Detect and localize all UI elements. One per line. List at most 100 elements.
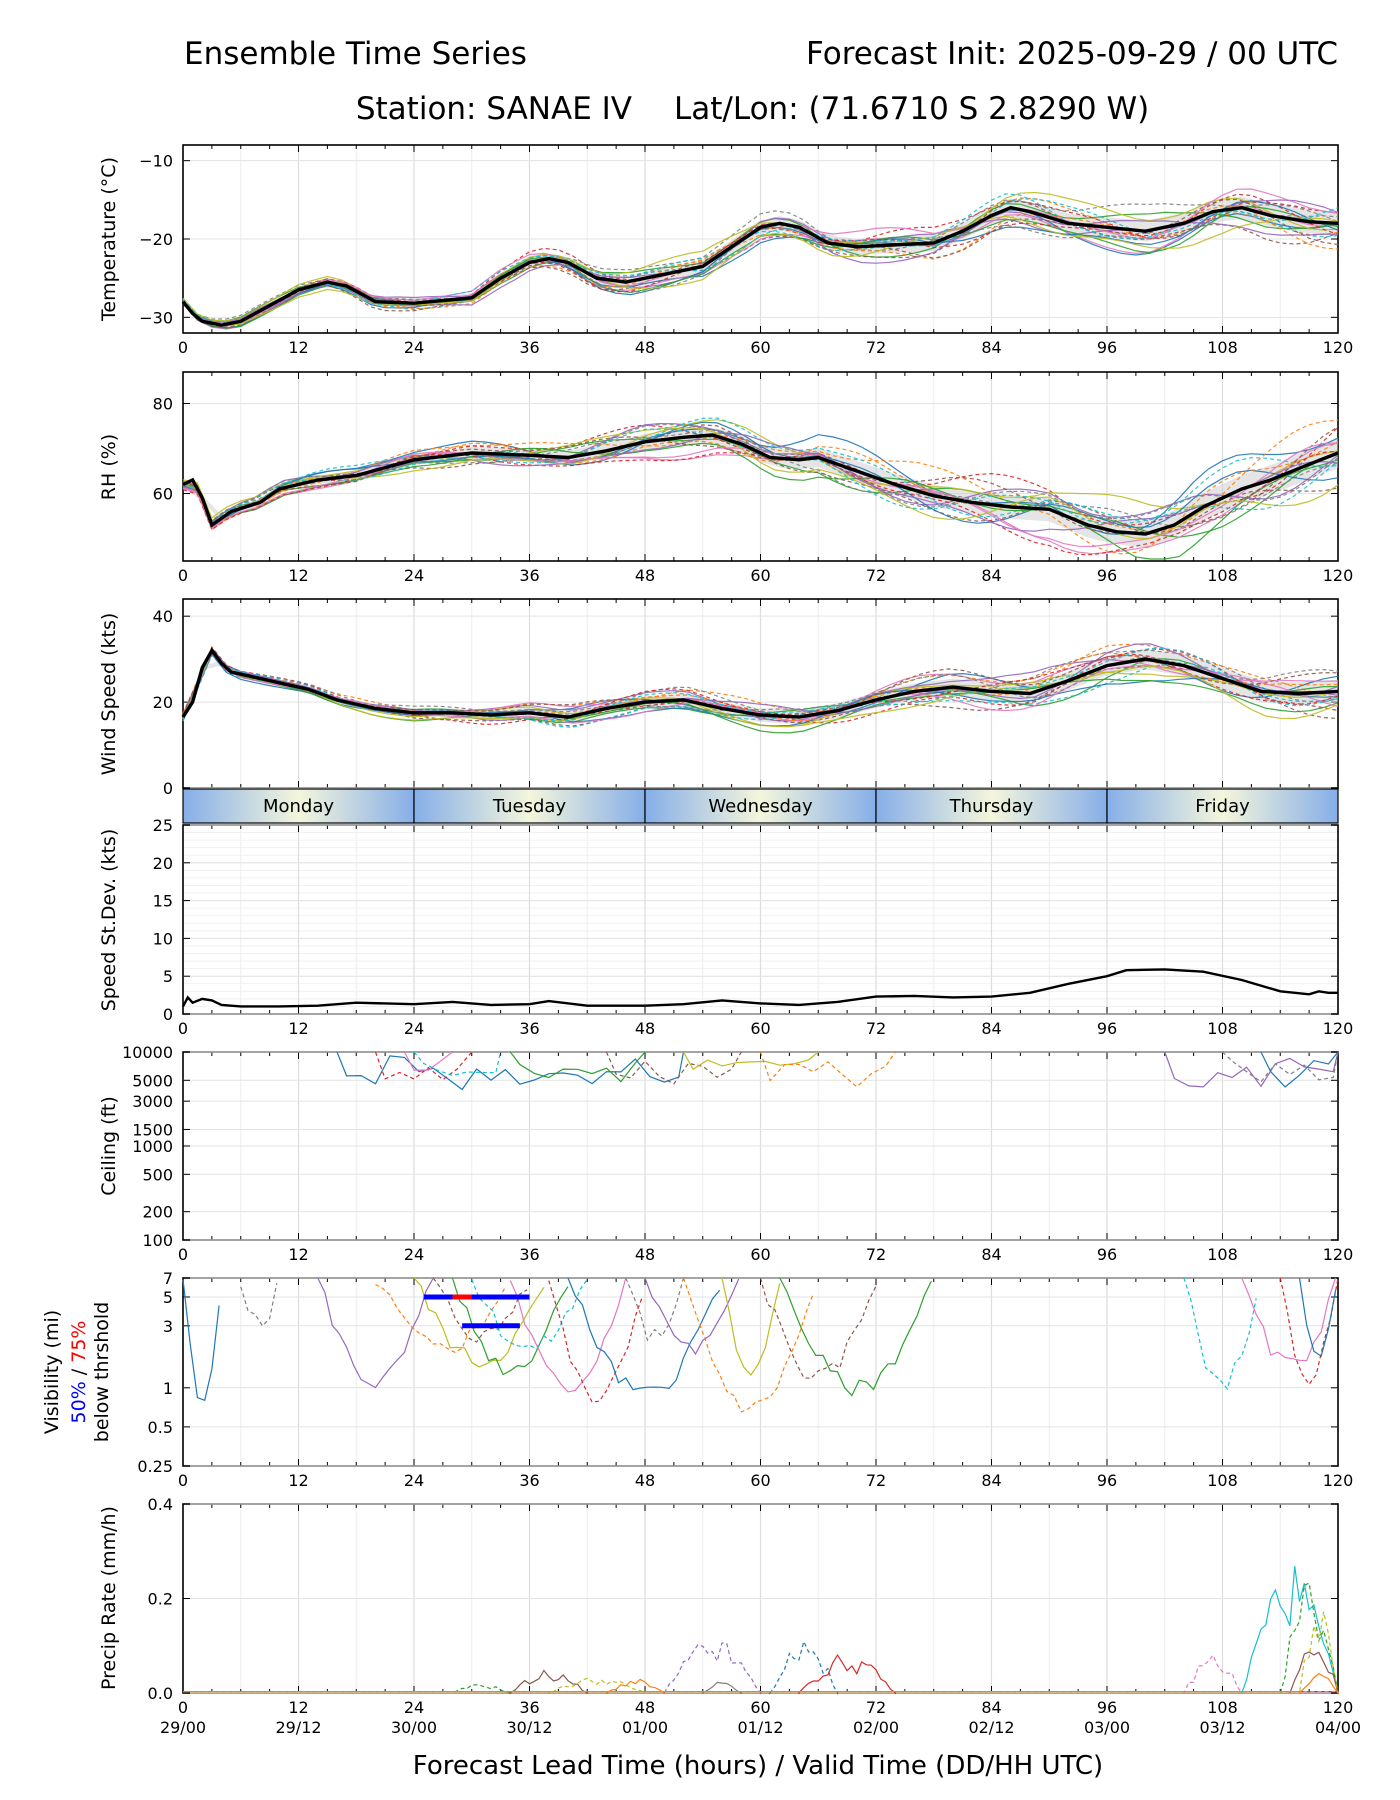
x-tick-label: 120: [1323, 1019, 1354, 1038]
x-tick-label: 24: [404, 1019, 424, 1038]
ceiling-member-line: [403, 1051, 453, 1071]
x-tick-label: 84: [981, 1698, 1001, 1717]
visibility-ytick-label: 0.25: [137, 1457, 173, 1476]
ceiling-member-line: [682, 1051, 819, 1071]
x-tick-label: 48: [635, 1245, 655, 1264]
ceiling-ytick-label: 100: [142, 1231, 173, 1250]
visibility-sep: /: [68, 1363, 90, 1381]
speed_stdev-ytick-label: 10: [153, 929, 173, 948]
precip-member-line: [183, 1611, 1339, 1694]
x-tick-label: 72: [866, 338, 886, 357]
x-tick-label: 108: [1207, 1245, 1238, 1264]
visibility-member-line: [182, 1279, 220, 1402]
x-tick-label: 120: [1323, 1471, 1354, 1490]
x-tick-label: 108: [1207, 1471, 1238, 1490]
visibility-member-line: [413, 1277, 545, 1368]
rh-ytick-label: 80: [153, 395, 173, 414]
speed_stdev-ytick-label: 25: [153, 816, 173, 835]
x-tick-label: 12: [288, 1698, 308, 1717]
x-tick-label: 0: [178, 338, 188, 357]
ceiling-member-line: [1164, 1051, 1339, 1088]
x-tick-label: 108: [1207, 1698, 1238, 1717]
x-tick-label: 48: [635, 566, 655, 585]
temperature-ylabel: Temperature (°C): [98, 157, 120, 322]
member-line: [182, 643, 1339, 717]
precip-member-line: [183, 1642, 1338, 1695]
member-line: [182, 209, 1339, 330]
visibility-member-line: [682, 1277, 814, 1413]
x-tick-label: 12: [288, 1019, 308, 1038]
speed_stdev-ytick-label: 15: [153, 892, 173, 911]
temperature-ytick-label: −20: [139, 230, 173, 249]
visibility-member-line: [644, 1277, 740, 1356]
member-line: [182, 426, 1339, 540]
temperature-mean-line: [181, 205, 1339, 327]
stdev-line: [181, 968, 1338, 1008]
member-line: [182, 422, 1339, 524]
x-axis-label: Forecast Lead Time (hours) / Valid Time …: [413, 1751, 1103, 1781]
x-tick-label: 24: [404, 1471, 424, 1490]
x-tick-label: 72: [866, 1471, 886, 1490]
visibility-ytick-label: 1: [163, 1379, 173, 1398]
ceiling-member-line: [605, 1051, 742, 1085]
ceiling-member-line: [374, 1051, 473, 1081]
valid-time-tick-label: 02/00: [853, 1718, 899, 1737]
day-cell: [182, 788, 415, 824]
valid-time-tick-label: 02/12: [968, 1718, 1014, 1737]
rh-ytick-label: 60: [153, 485, 173, 504]
x-tick-label: 96: [1097, 1471, 1117, 1490]
x-tick-label: 84: [981, 1245, 1001, 1264]
member-line: [182, 647, 1339, 716]
valid-time-tick-label: 01/00: [622, 1718, 668, 1737]
visibility-member-line: [625, 1277, 685, 1342]
temperature-ytick-label: −10: [139, 152, 173, 171]
precip-member-line: [183, 1669, 1338, 1695]
x-tick-label: 36: [519, 566, 539, 585]
day-label: Wednesday: [708, 796, 813, 817]
visibility-member-line: [548, 1280, 644, 1403]
x-tick-label: 60: [750, 1019, 770, 1038]
precip-member-line: [183, 1672, 1339, 1695]
valid-time-tick-label: 04/00: [1315, 1718, 1361, 1737]
member-line: [182, 450, 1339, 556]
ceiling-member-line: [759, 1051, 896, 1088]
x-tick-label: 0: [178, 1698, 188, 1717]
x-tick-label: 60: [750, 1471, 770, 1490]
valid-time-tick-label: 29/00: [160, 1718, 206, 1737]
visibility-member-line: [779, 1277, 932, 1397]
wind_speed-ytick-label: 0: [163, 779, 173, 798]
visibility-member-line: [1241, 1277, 1337, 1362]
ceiling-member-line: [336, 1051, 685, 1091]
visibility-member-line: [375, 1283, 506, 1353]
x-tick-label: 36: [519, 1471, 539, 1490]
precip-member-line: [183, 1653, 1338, 1695]
x-tick-label: 96: [1097, 566, 1117, 585]
member-line: [182, 193, 1339, 328]
x-tick-label: 72: [866, 1245, 886, 1264]
wind_speed-ylabel: Wind Speed (kts): [98, 613, 120, 776]
visibility-member-line: [1298, 1277, 1337, 1358]
valid-time-tick-label: 30/00: [391, 1718, 437, 1737]
x-tick-label: 48: [635, 338, 655, 357]
ceiling-ylabel: Ceiling (ft): [98, 1096, 120, 1196]
x-tick-label: 84: [981, 1471, 1001, 1490]
precip-member-line: [183, 1651, 1339, 1694]
x-tick-label: 36: [519, 1019, 539, 1038]
precip-member-line: [183, 1654, 1338, 1695]
day-cell: [1106, 788, 1339, 824]
visibility-ylabel-pct: 50% / 75%: [68, 1321, 90, 1424]
visibility-ylabel-main: Visibility (mi): [41, 1310, 63, 1434]
member-line: [182, 193, 1339, 326]
x-tick-label: 0: [178, 1245, 188, 1264]
x-tick-label: 48: [635, 1698, 655, 1717]
x-tick-label: 84: [981, 1019, 1001, 1038]
x-tick-label: 72: [866, 566, 886, 585]
visibility-ytick-label: 7: [163, 1269, 173, 1288]
visibility-50pct: 50%: [68, 1381, 90, 1423]
spread-band: [183, 649, 1338, 725]
x-tick-label: 120: [1323, 1698, 1354, 1717]
visibility-member-line: [759, 1277, 877, 1379]
x-tick-label: 96: [1097, 1698, 1117, 1717]
x-tick-label: 24: [404, 338, 424, 357]
